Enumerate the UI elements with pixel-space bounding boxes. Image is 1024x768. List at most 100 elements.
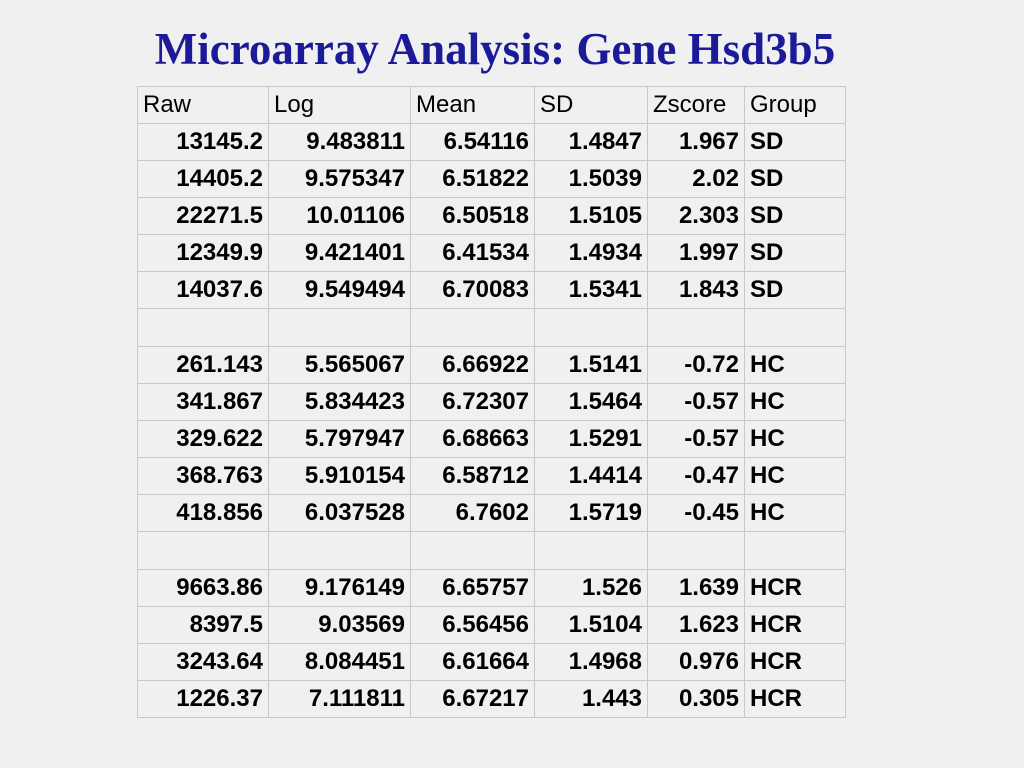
cell-raw: 3243.64	[137, 643, 269, 681]
cell-sd: 1.5291	[534, 420, 648, 458]
cell-group: SD	[744, 160, 846, 198]
cell-sd: 1.4968	[534, 643, 648, 681]
cell-zscore	[647, 308, 745, 347]
cell-sd: 1.5141	[534, 346, 648, 384]
table-row: 1226.37 7.111811 6.67217 1.443 0.305 HCR	[137, 680, 846, 718]
cell-mean: 6.41534	[410, 234, 535, 272]
header-log: Log	[268, 86, 411, 124]
cell-mean: 6.56456	[410, 606, 535, 644]
cell-group: HC	[744, 494, 846, 532]
cell-sd: 1.5719	[534, 494, 648, 532]
cell-zscore	[647, 531, 745, 570]
cell-zscore: -0.45	[647, 494, 745, 532]
cell-mean: 6.68663	[410, 420, 535, 458]
header-row: Raw Log Mean SD Zscore Group	[137, 86, 846, 124]
cell-mean	[410, 308, 535, 347]
cell-raw: 22271.5	[137, 197, 269, 235]
table-row: 14405.2 9.575347 6.51822 1.5039 2.02 SD	[137, 160, 846, 198]
slide-title: Microarray Analysis: Gene Hsd3b5	[154, 24, 836, 74]
cell-sd	[534, 308, 648, 347]
table-row: 22271.5 10.01106 6.50518 1.5105 2.303 SD	[137, 197, 846, 235]
cell-mean: 6.61664	[410, 643, 535, 681]
cell-group: HC	[744, 420, 846, 458]
cell-group: SD	[744, 197, 846, 235]
microarray-table: Raw Log Mean SD Zscore Group 13145.2 9.48…	[137, 86, 846, 718]
cell-log: 9.176149	[268, 569, 411, 607]
cell-zscore: -0.72	[647, 346, 745, 384]
cell-group: HC	[744, 457, 846, 495]
cell-zscore: -0.57	[647, 383, 745, 421]
table-row: 329.622 5.797947 6.68663 1.5291 -0.57 HC	[137, 420, 846, 458]
cell-sd: 1.5039	[534, 160, 648, 198]
table-row: 12349.9 9.421401 6.41534 1.4934 1.997 SD	[137, 234, 846, 272]
cell-zscore: 0.305	[647, 680, 745, 718]
cell-sd: 1.5104	[534, 606, 648, 644]
header-sd: SD	[534, 86, 648, 124]
cell-zscore: 0.976	[647, 643, 745, 681]
cell-mean: 6.50518	[410, 197, 535, 235]
table-row: 13145.2 9.483811 6.54116 1.4847 1.967 SD	[137, 123, 846, 161]
cell-log: 9.575347	[268, 160, 411, 198]
cell-raw: 8397.5	[137, 606, 269, 644]
cell-raw	[137, 308, 269, 347]
cell-mean: 6.54116	[410, 123, 535, 161]
cell-mean	[410, 531, 535, 570]
cell-log	[268, 531, 411, 570]
cell-zscore: 2.02	[647, 160, 745, 198]
cell-mean: 6.51822	[410, 160, 535, 198]
cell-raw: 14405.2	[137, 160, 269, 198]
cell-raw: 12349.9	[137, 234, 269, 272]
cell-sd: 1.4934	[534, 234, 648, 272]
cell-mean: 6.67217	[410, 680, 535, 718]
table-row: 341.867 5.834423 6.72307 1.5464 -0.57 HC	[137, 383, 846, 421]
cell-group: HCR	[744, 680, 846, 718]
cell-log: 5.565067	[268, 346, 411, 384]
cell-group: SD	[744, 123, 846, 161]
cell-log: 9.421401	[268, 234, 411, 272]
table-spacer-row	[137, 308, 846, 347]
cell-raw: 13145.2	[137, 123, 269, 161]
cell-log: 9.549494	[268, 271, 411, 309]
cell-zscore: 1.843	[647, 271, 745, 309]
cell-sd: 1.5464	[534, 383, 648, 421]
cell-mean: 6.72307	[410, 383, 535, 421]
header-zscore: Zscore	[647, 86, 745, 124]
cell-raw: 418.856	[137, 494, 269, 532]
cell-log: 6.037528	[268, 494, 411, 532]
cell-group: SD	[744, 234, 846, 272]
cell-sd: 1.5105	[534, 197, 648, 235]
table-row: 3243.64 8.084451 6.61664 1.4968 0.976 HCR	[137, 643, 846, 681]
cell-log: 10.01106	[268, 197, 411, 235]
cell-log: 9.03569	[268, 606, 411, 644]
cell-group: HCR	[744, 569, 846, 607]
table-spacer-row	[137, 531, 846, 570]
table-row: 368.763 5.910154 6.58712 1.4414 -0.47 HC	[137, 457, 846, 495]
table-row: 261.143 5.565067 6.66922 1.5141 -0.72 HC	[137, 346, 846, 384]
cell-zscore: 2.303	[647, 197, 745, 235]
cell-sd	[534, 531, 648, 570]
cell-raw	[137, 531, 269, 570]
cell-group: HC	[744, 383, 846, 421]
table-body: Raw Log Mean SD Zscore Group 13145.2 9.48…	[137, 86, 846, 718]
cell-raw: 261.143	[137, 346, 269, 384]
cell-log: 5.910154	[268, 457, 411, 495]
cell-raw: 1226.37	[137, 680, 269, 718]
header-mean: Mean	[410, 86, 535, 124]
cell-group: HCR	[744, 643, 846, 681]
table-row: 9663.86 9.176149 6.65757 1.526 1.639 HCR	[137, 569, 846, 607]
cell-sd: 1.4414	[534, 457, 648, 495]
cell-zscore: 1.639	[647, 569, 745, 607]
cell-group: SD	[744, 271, 846, 309]
cell-log	[268, 308, 411, 347]
cell-group: HC	[744, 346, 846, 384]
cell-group: HCR	[744, 606, 846, 644]
cell-mean: 6.70083	[410, 271, 535, 309]
cell-log: 7.111811	[268, 680, 411, 718]
cell-mean: 6.7602	[410, 494, 535, 532]
cell-mean: 6.66922	[410, 346, 535, 384]
cell-raw: 368.763	[137, 457, 269, 495]
cell-log: 5.797947	[268, 420, 411, 458]
cell-raw: 329.622	[137, 420, 269, 458]
table-row: 8397.5 9.03569 6.56456 1.5104 1.623 HCR	[137, 606, 846, 644]
header-group: Group	[744, 86, 846, 124]
